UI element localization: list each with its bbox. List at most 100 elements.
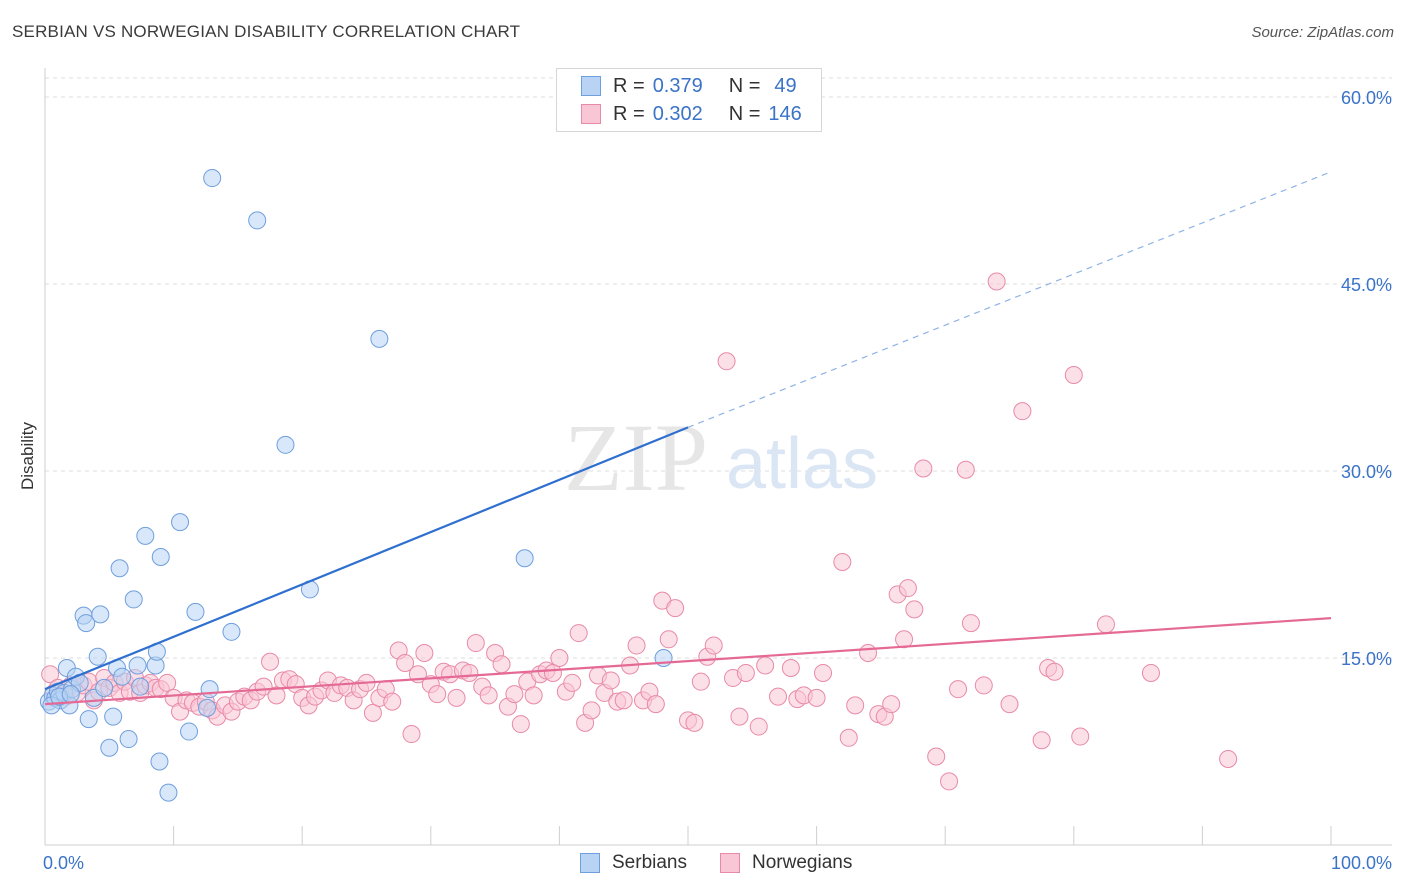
norwegian-point [447, 688, 466, 707]
legend-n-label: N = [728, 74, 761, 97]
legend-n-label: N = [728, 102, 761, 125]
serbian-point [159, 783, 178, 802]
norwegian-point [1141, 663, 1160, 682]
norwegian-point [569, 624, 588, 643]
serbian-point [515, 549, 534, 568]
norwegian-point [704, 636, 723, 655]
norwegian-point [1071, 727, 1090, 746]
serbian-point [91, 605, 110, 624]
norwegian-point [717, 352, 736, 371]
legend-item-norwegians[interactable]: Norwegians [720, 852, 852, 874]
serbian-point [131, 677, 150, 696]
y-tick-label: 45.0% [1341, 275, 1392, 295]
norwegian-point [974, 676, 993, 695]
norwegian-point [1013, 402, 1032, 421]
norwegian-point [1096, 615, 1115, 634]
source-label: Source: ZipAtlas.com [1251, 24, 1394, 41]
serbian-point [104, 707, 123, 726]
y-tick-labels: 15.0% 30.0% 45.0% 60.0% [1341, 88, 1392, 669]
x-tick-labels: 0.0% 100.0% [43, 853, 1392, 873]
serbian-point [186, 602, 205, 621]
legend-item-serbians[interactable]: Serbians [580, 852, 687, 874]
serbian-point [113, 667, 132, 686]
serbian-point [124, 590, 143, 609]
norwegian-point [895, 630, 914, 649]
norwegian-point [882, 695, 901, 714]
norwegian-point [736, 663, 755, 682]
norwegian-point [807, 688, 826, 707]
norwegian-point [1064, 366, 1083, 385]
y-axis-label: Disability [18, 421, 37, 490]
norwegian-point [1045, 662, 1064, 681]
norwegian-point [756, 656, 775, 675]
legend-r-label: R = [613, 74, 645, 97]
serbian-point [79, 710, 98, 729]
legend-r-label: R = [613, 102, 645, 125]
serbians-points [39, 169, 673, 802]
norwegian-point [1219, 749, 1238, 768]
norwegians-trend-line [44, 617, 1332, 706]
norwegian-point [914, 459, 933, 478]
legend-n-value: 146 [768, 102, 802, 125]
norwegian-point [524, 686, 543, 705]
norwegian-point [460, 663, 479, 682]
x-tick-label-max: 100.0% [1331, 853, 1392, 873]
norwegian-point [927, 747, 946, 766]
serbian-point [150, 752, 169, 771]
norwegian-point [1032, 731, 1051, 750]
norwegian-point [383, 692, 402, 711]
serbian-point [100, 738, 119, 757]
norwegian-point [691, 672, 710, 691]
y-tick-label: 30.0% [1341, 462, 1392, 482]
serbian-point [61, 685, 80, 704]
serbian-point [110, 559, 129, 578]
norwegian-point [987, 272, 1006, 291]
norwegian-point [563, 673, 582, 692]
serbian-point [198, 698, 217, 717]
norwegian-point [505, 685, 524, 704]
serbian-point [180, 722, 199, 741]
serbian-point [200, 680, 219, 699]
norwegian-point [859, 644, 878, 663]
series-legend: Serbians Norwegians [0, 852, 1406, 876]
serbian-point [276, 435, 295, 454]
norwegian-point [949, 680, 968, 699]
chart-title: SERBIAN VS NORWEGIAN DISABILITY CORRELAT… [12, 22, 521, 41]
legend-n-value: 49 [774, 74, 797, 97]
norwegian-point [769, 687, 788, 706]
serbian-point [88, 647, 107, 666]
norwegian-point [814, 663, 833, 682]
serbian-point [136, 526, 155, 545]
serbian-point [119, 730, 138, 749]
watermark-atlas: atlas [726, 424, 878, 504]
norwegians-points [41, 272, 1238, 791]
norwegian-point [601, 671, 620, 690]
norwegian-point [685, 713, 704, 732]
x-tick-label-min: 0.0% [43, 853, 84, 873]
norwegian-point [267, 686, 286, 705]
correlation-legend: R = 0.379 N = 49 R = 0.302 N = 146 [556, 68, 822, 132]
norwegian-point [415, 644, 434, 663]
serbians-trend-extension [687, 171, 1332, 428]
serbian-point [77, 614, 96, 633]
serbians-swatch [580, 853, 600, 873]
serbian-point [151, 548, 170, 567]
norwegian-point [479, 686, 498, 705]
serbians-trend-line [44, 426, 689, 691]
serbian-point [222, 622, 241, 641]
norwegian-point [402, 725, 421, 744]
serbian-point [128, 656, 147, 675]
norwegian-point [363, 703, 382, 722]
serbians-label: Serbians [612, 852, 687, 873]
norwegian-point [550, 649, 569, 667]
norwegian-point [905, 600, 924, 619]
serbian-point [248, 211, 267, 230]
norwegian-point [428, 685, 447, 704]
norwegian-point [956, 460, 975, 479]
norwegian-point [41, 665, 60, 684]
norwegian-point [833, 553, 852, 572]
norwegians-label: Norwegians [752, 852, 853, 873]
y-tick-label: 60.0% [1341, 88, 1392, 108]
trend-lines [44, 171, 1332, 706]
norwegian-point [254, 677, 273, 696]
